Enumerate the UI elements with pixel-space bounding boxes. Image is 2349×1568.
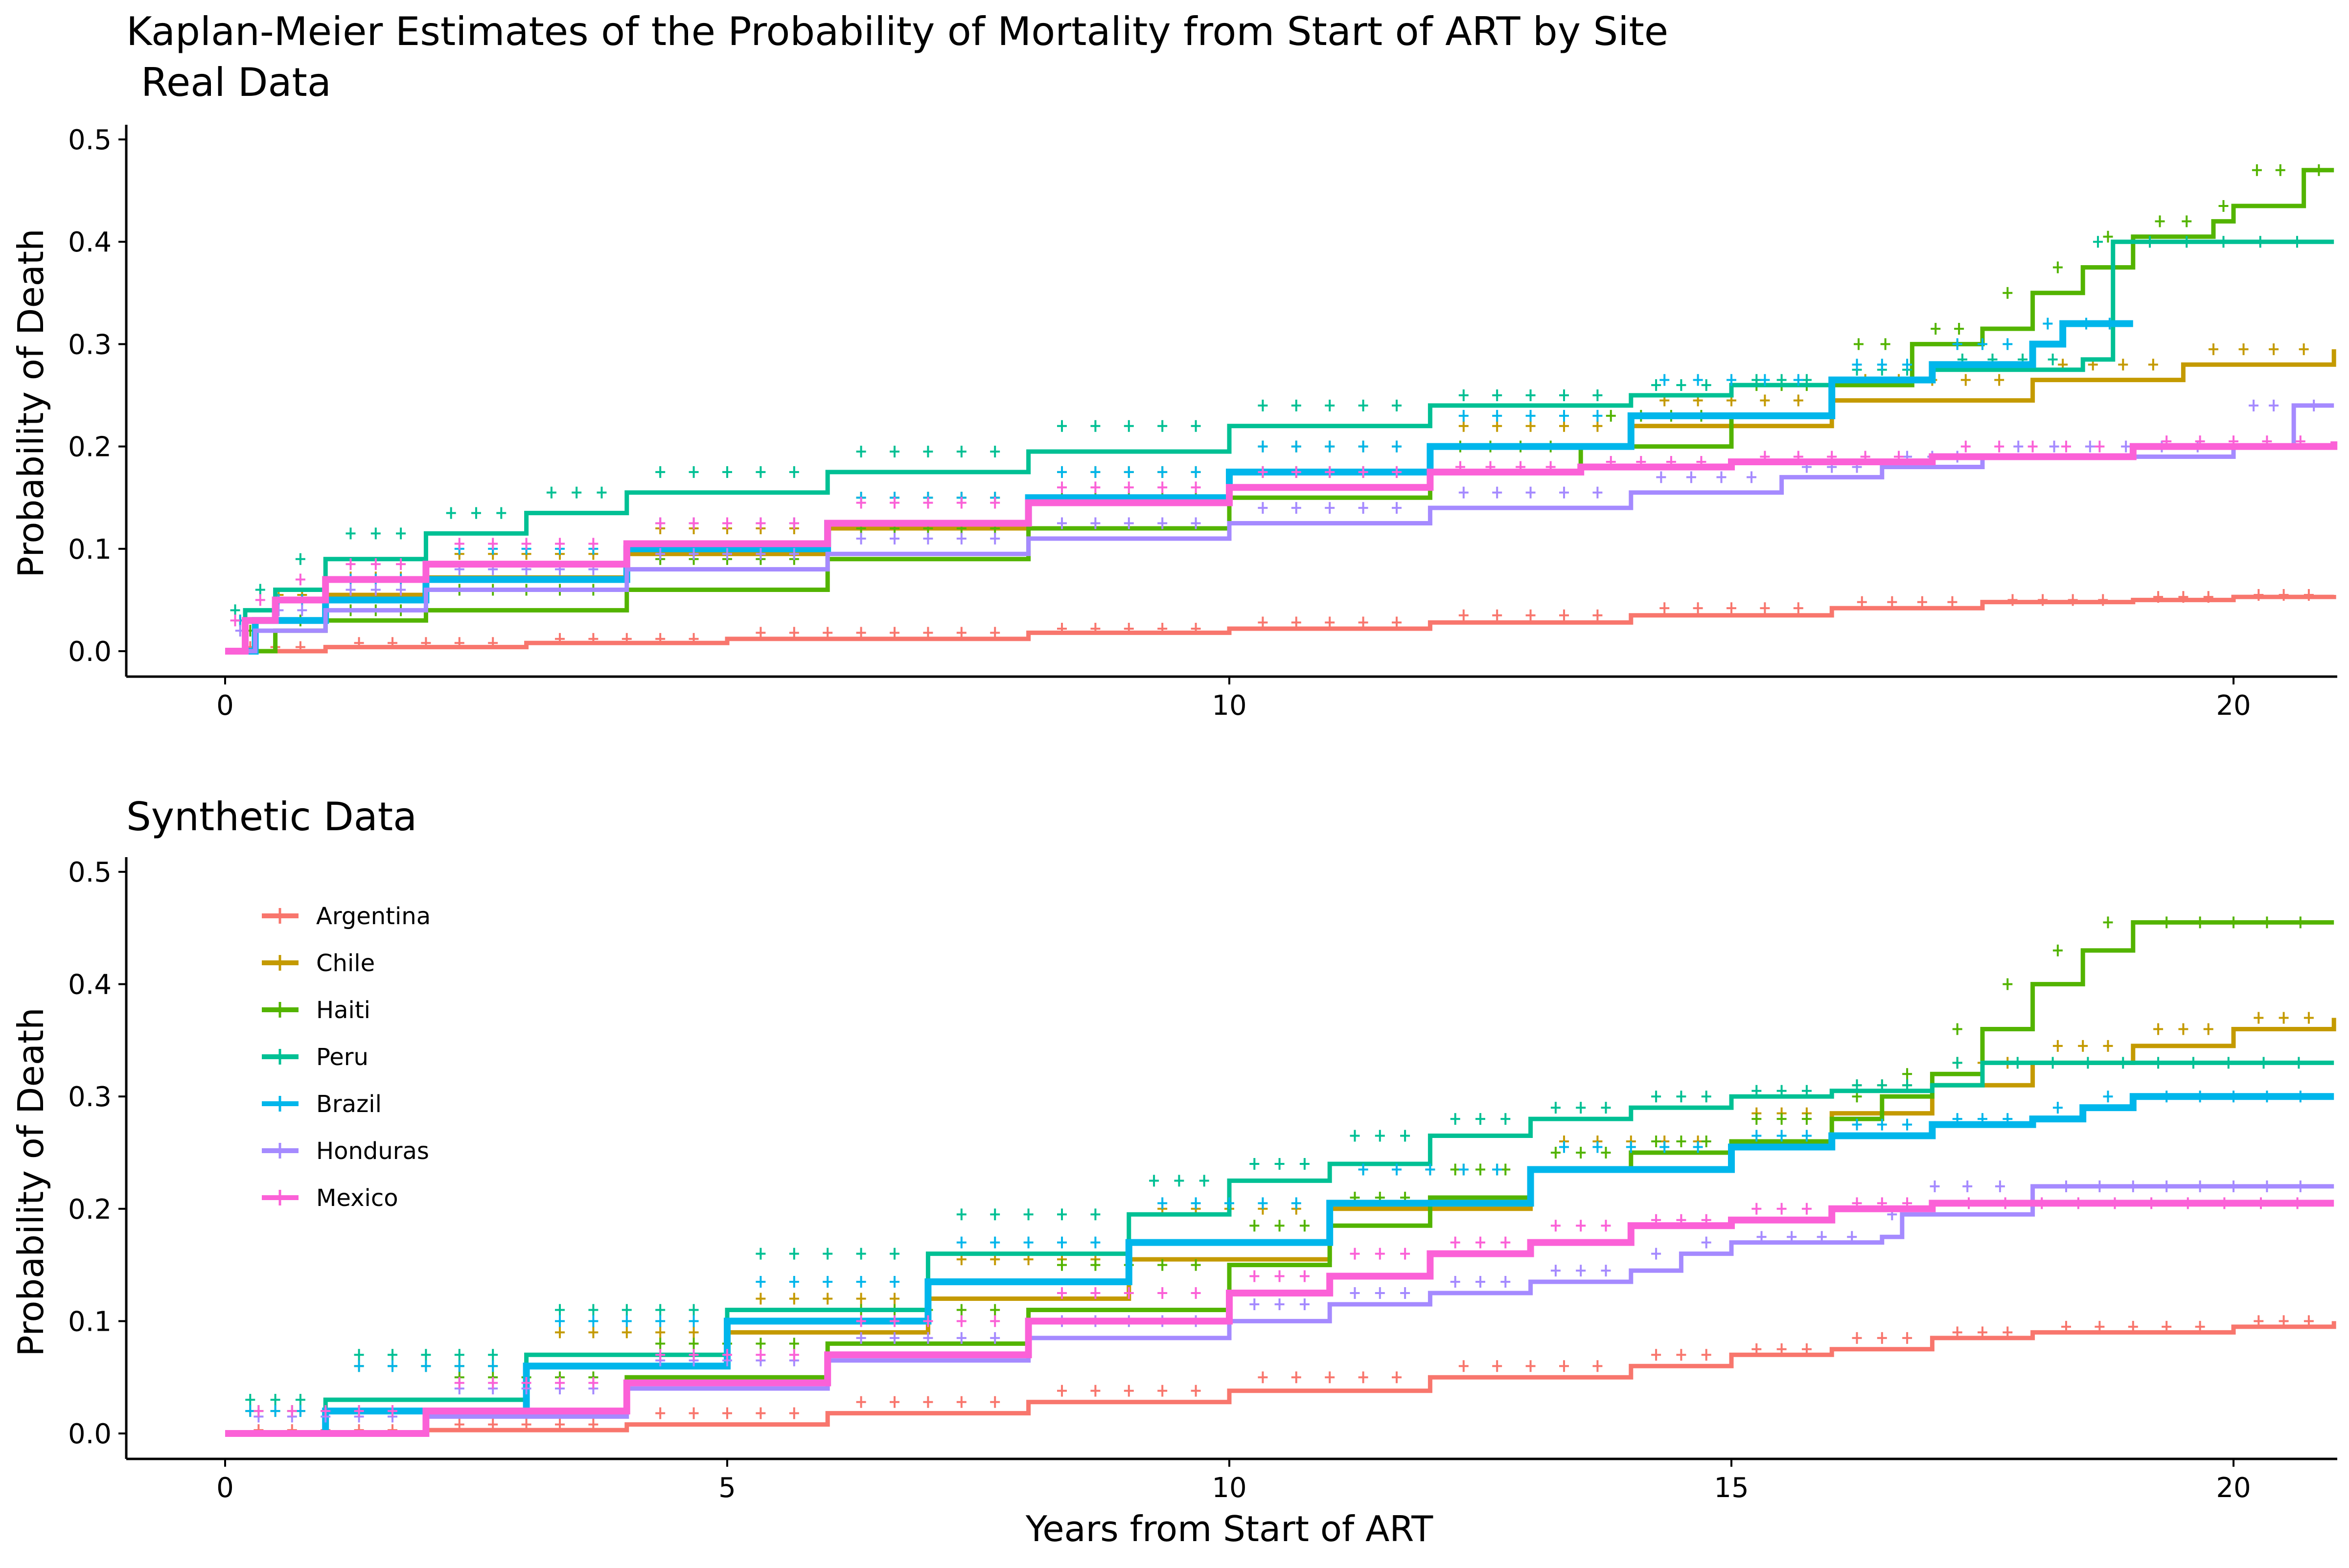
panel-2-title: Synthetic Data bbox=[126, 794, 417, 840]
series-line-argentina bbox=[225, 594, 2336, 654]
x-tick-label: 0 bbox=[216, 690, 234, 722]
y-tick-label: 0.3 bbox=[68, 329, 112, 361]
series-line-brazil bbox=[225, 320, 2133, 655]
y-tick-label: 0.1 bbox=[68, 1306, 112, 1338]
y-tick-label: 0.0 bbox=[68, 1418, 112, 1450]
series-line-honduras bbox=[225, 1184, 2334, 1436]
censor-marks-brazil bbox=[245, 1091, 2305, 1417]
series-line-peru bbox=[225, 1060, 2334, 1436]
legend-label: Peru bbox=[316, 1044, 368, 1071]
legend-label: Mexico bbox=[316, 1184, 398, 1212]
legend: Argentina Chile Haiti Peru Brazil Honduras Mex… bbox=[262, 903, 431, 1212]
series-line-brazil bbox=[225, 1093, 2334, 1437]
legend-label: Argentina bbox=[316, 903, 431, 930]
plot-layer: 0.00.10.20.30.40.50 10 200.00.10.20.30.40.… bbox=[68, 124, 2338, 1504]
x-tick-label: 0 bbox=[216, 1472, 234, 1504]
x-axis-label: Years from Start of ART bbox=[1025, 1508, 1433, 1549]
y-tick-label: 0.2 bbox=[68, 1194, 112, 1226]
y-tick-label: 0.2 bbox=[68, 432, 112, 463]
legend-item-honduras: Honduras bbox=[262, 1137, 429, 1165]
legend-item-argentina: Argentina bbox=[262, 903, 431, 930]
x-tick-label: 20 bbox=[2216, 690, 2251, 722]
x-tick-label: 10 bbox=[1212, 690, 1246, 722]
censor-marks-argentina bbox=[245, 589, 2314, 653]
y-tick-label: 0.3 bbox=[68, 1081, 112, 1113]
legend-item-chile: Chile bbox=[262, 950, 375, 977]
y-tick-label: 0.4 bbox=[68, 227, 112, 258]
chart-title: Kaplan-Meier Estimates of the Probabilit… bbox=[126, 9, 1668, 54]
y-tick-label: 0.0 bbox=[68, 636, 112, 668]
legend-item-peru: Peru bbox=[262, 1044, 368, 1071]
legend-item-haiti: Haiti bbox=[262, 997, 370, 1024]
panel-1-title: Real Data bbox=[141, 60, 331, 105]
y-tick-label: 0.1 bbox=[68, 534, 112, 566]
series-line-mexico bbox=[225, 1200, 2334, 1437]
legend-item-brazil: Brazil bbox=[262, 1091, 382, 1118]
censor-marks-peru bbox=[245, 1057, 2304, 1406]
censor-marks-mexico bbox=[230, 435, 2305, 627]
series-line-haiti bbox=[225, 920, 2334, 1436]
x-tick-label: 5 bbox=[718, 1472, 736, 1504]
panel-1: 0.0 0.1 0.2 0.3 0.4 0.5 0 10 20 bbox=[68, 124, 2338, 722]
panel-2-y-axis-label: Probability of Death bbox=[10, 1007, 51, 1357]
legend-label: Honduras bbox=[316, 1137, 429, 1165]
panel-1-y-axis-label: Probability of Death bbox=[10, 228, 51, 578]
legend-label: Brazil bbox=[316, 1091, 382, 1118]
y-tick-label: 0.4 bbox=[68, 969, 112, 1001]
x-tick-label: 20 bbox=[2216, 1472, 2251, 1504]
series-line-haiti bbox=[225, 168, 2334, 654]
series-line-mexico bbox=[225, 441, 2338, 655]
censor-marks-honduras bbox=[235, 399, 2319, 637]
series-line-argentina bbox=[225, 1321, 2336, 1436]
x-tick-label: 15 bbox=[1714, 1472, 1749, 1504]
series-line-chile bbox=[225, 349, 2336, 654]
x-tick-label: 10 bbox=[1212, 1472, 1246, 1504]
y-tick-label: 0.5 bbox=[68, 857, 112, 888]
legend-item-mexico: Mexico bbox=[262, 1184, 398, 1212]
censor-marks-mexico bbox=[253, 1197, 2303, 1417]
censor-marks-honduras bbox=[253, 1180, 2305, 1423]
panel-2: 0.0 0.1 0.2 0.3 0.4 0.5 0 5 10 15 20 Argentina Chile… bbox=[68, 857, 2337, 1504]
legend-label: Haiti bbox=[316, 997, 370, 1024]
y-tick-label: 0.5 bbox=[68, 124, 112, 156]
legend-label: Chile bbox=[316, 950, 375, 977]
